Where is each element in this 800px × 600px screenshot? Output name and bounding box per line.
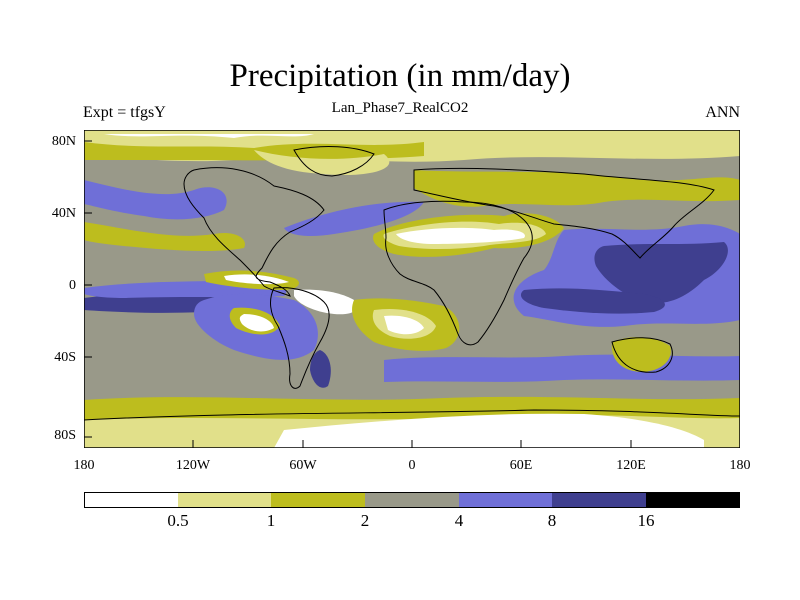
precipitation-map bbox=[84, 130, 740, 448]
field-sahara-dry bbox=[396, 227, 525, 244]
map-ticks bbox=[84, 140, 740, 448]
field-greenland-dry bbox=[254, 150, 390, 176]
plot-title: Precipitation (in mm/day) bbox=[229, 58, 571, 94]
field-npac-subtrop bbox=[84, 222, 245, 252]
lon-label-180w: 180 bbox=[73, 458, 95, 473]
lat-label-0: 0 bbox=[69, 278, 76, 293]
field-arctic-dry bbox=[104, 134, 314, 138]
colorbar-label-4: 4 bbox=[454, 511, 464, 530]
field-so-storm bbox=[384, 354, 740, 382]
colorbar-box-6 bbox=[646, 492, 740, 508]
field-indian-core bbox=[520, 288, 665, 314]
lat-label-80n: 80N bbox=[51, 134, 76, 149]
lon-label-120e: 120E bbox=[616, 458, 646, 473]
colorbar-box-3 bbox=[365, 492, 459, 508]
field-warm-pool-core bbox=[594, 242, 728, 304]
colorbar-frame bbox=[84, 492, 740, 508]
colorbar-box-5 bbox=[552, 492, 646, 508]
colorbar-box-4 bbox=[459, 492, 552, 508]
field-nbrazil-dry bbox=[294, 289, 358, 315]
colorbar-label-2: 2 bbox=[360, 511, 370, 530]
colorbar-label-1: 1 bbox=[266, 511, 276, 530]
season-label: ANN bbox=[705, 104, 740, 121]
coastlines bbox=[84, 146, 740, 421]
lat-label-40n: 40N bbox=[51, 206, 76, 221]
lon-label-60e: 60E bbox=[509, 458, 533, 473]
lat-label-80s: 80S bbox=[54, 428, 76, 443]
lat-label-40s: 40S bbox=[54, 350, 76, 365]
field-natl-storm bbox=[284, 201, 424, 236]
field-peru-dry bbox=[239, 314, 274, 332]
field-satl-dry bbox=[384, 315, 424, 335]
colorbar-box-1 bbox=[178, 492, 271, 508]
field-eurasia bbox=[414, 170, 740, 207]
lon-label-180e: 180 bbox=[729, 458, 751, 473]
lon-label-0: 0 bbox=[408, 458, 416, 473]
field-dry-tongue-core bbox=[224, 274, 289, 285]
plot-subtitle: Lan_Phase7_RealCO2 bbox=[331, 100, 469, 116]
colorbar-box-0 bbox=[84, 492, 178, 508]
field-patagonia-wet bbox=[310, 350, 331, 388]
lon-label-60w: 60W bbox=[289, 458, 317, 473]
field-antarctic-dry bbox=[274, 413, 704, 448]
field-australia bbox=[611, 337, 671, 372]
colorbar bbox=[84, 492, 740, 508]
experiment-label: Expt = tfgsY bbox=[83, 104, 166, 121]
colorbar-label-16: 16 bbox=[637, 511, 655, 530]
field-npac-storm bbox=[84, 180, 227, 220]
colorbar-label-8: 8 bbox=[547, 511, 557, 530]
lon-label-120w: 120W bbox=[175, 458, 211, 473]
colorbar-label-0.5: 0.5 bbox=[167, 511, 189, 530]
colorbar-box-2 bbox=[271, 492, 365, 508]
